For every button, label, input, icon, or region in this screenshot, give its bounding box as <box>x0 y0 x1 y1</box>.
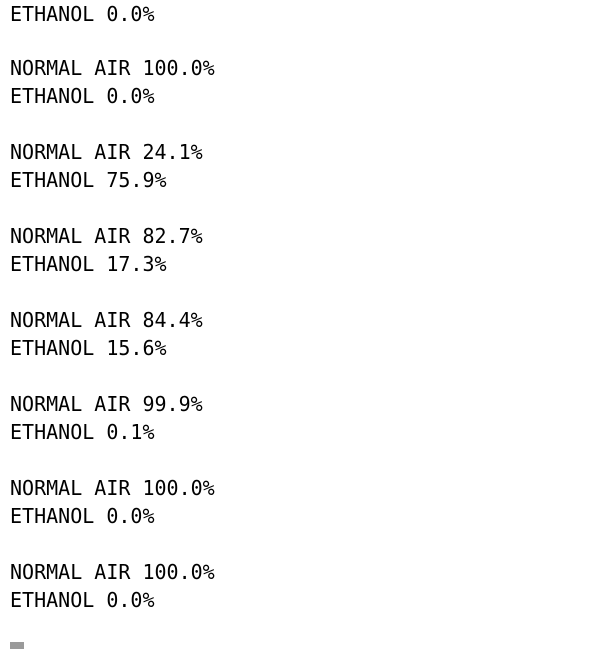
terminal-line: NORMAL AIR 100.0% <box>10 56 215 80</box>
terminal-line: ETHANOL 0.0% <box>10 84 155 108</box>
terminal-line: ETHANOL 75.9% <box>10 168 167 192</box>
terminal-line: ETHANOL 0.0% <box>10 2 155 26</box>
terminal-line: NORMAL AIR 99.9% <box>10 392 203 416</box>
terminal-line: NORMAL AIR 84.4% <box>10 308 203 332</box>
terminal-line: NORMAL AIR 82.7% <box>10 224 203 248</box>
terminal-line: ETHANOL 0.1% <box>10 420 155 444</box>
terminal-line: ETHANOL 0.0% <box>10 588 155 612</box>
terminal-line: ETHANOL 17.3% <box>10 252 167 276</box>
terminal-cursor <box>10 642 24 649</box>
terminal-line: NORMAL AIR 24.1% <box>10 140 203 164</box>
terminal-line: NORMAL AIR 100.0% <box>10 560 215 584</box>
terminal-line: NORMAL AIR 100.0% <box>10 476 215 500</box>
terminal-line: ETHANOL 0.0% <box>10 504 155 528</box>
terminal-line: ETHANOL 15.6% <box>10 336 167 360</box>
